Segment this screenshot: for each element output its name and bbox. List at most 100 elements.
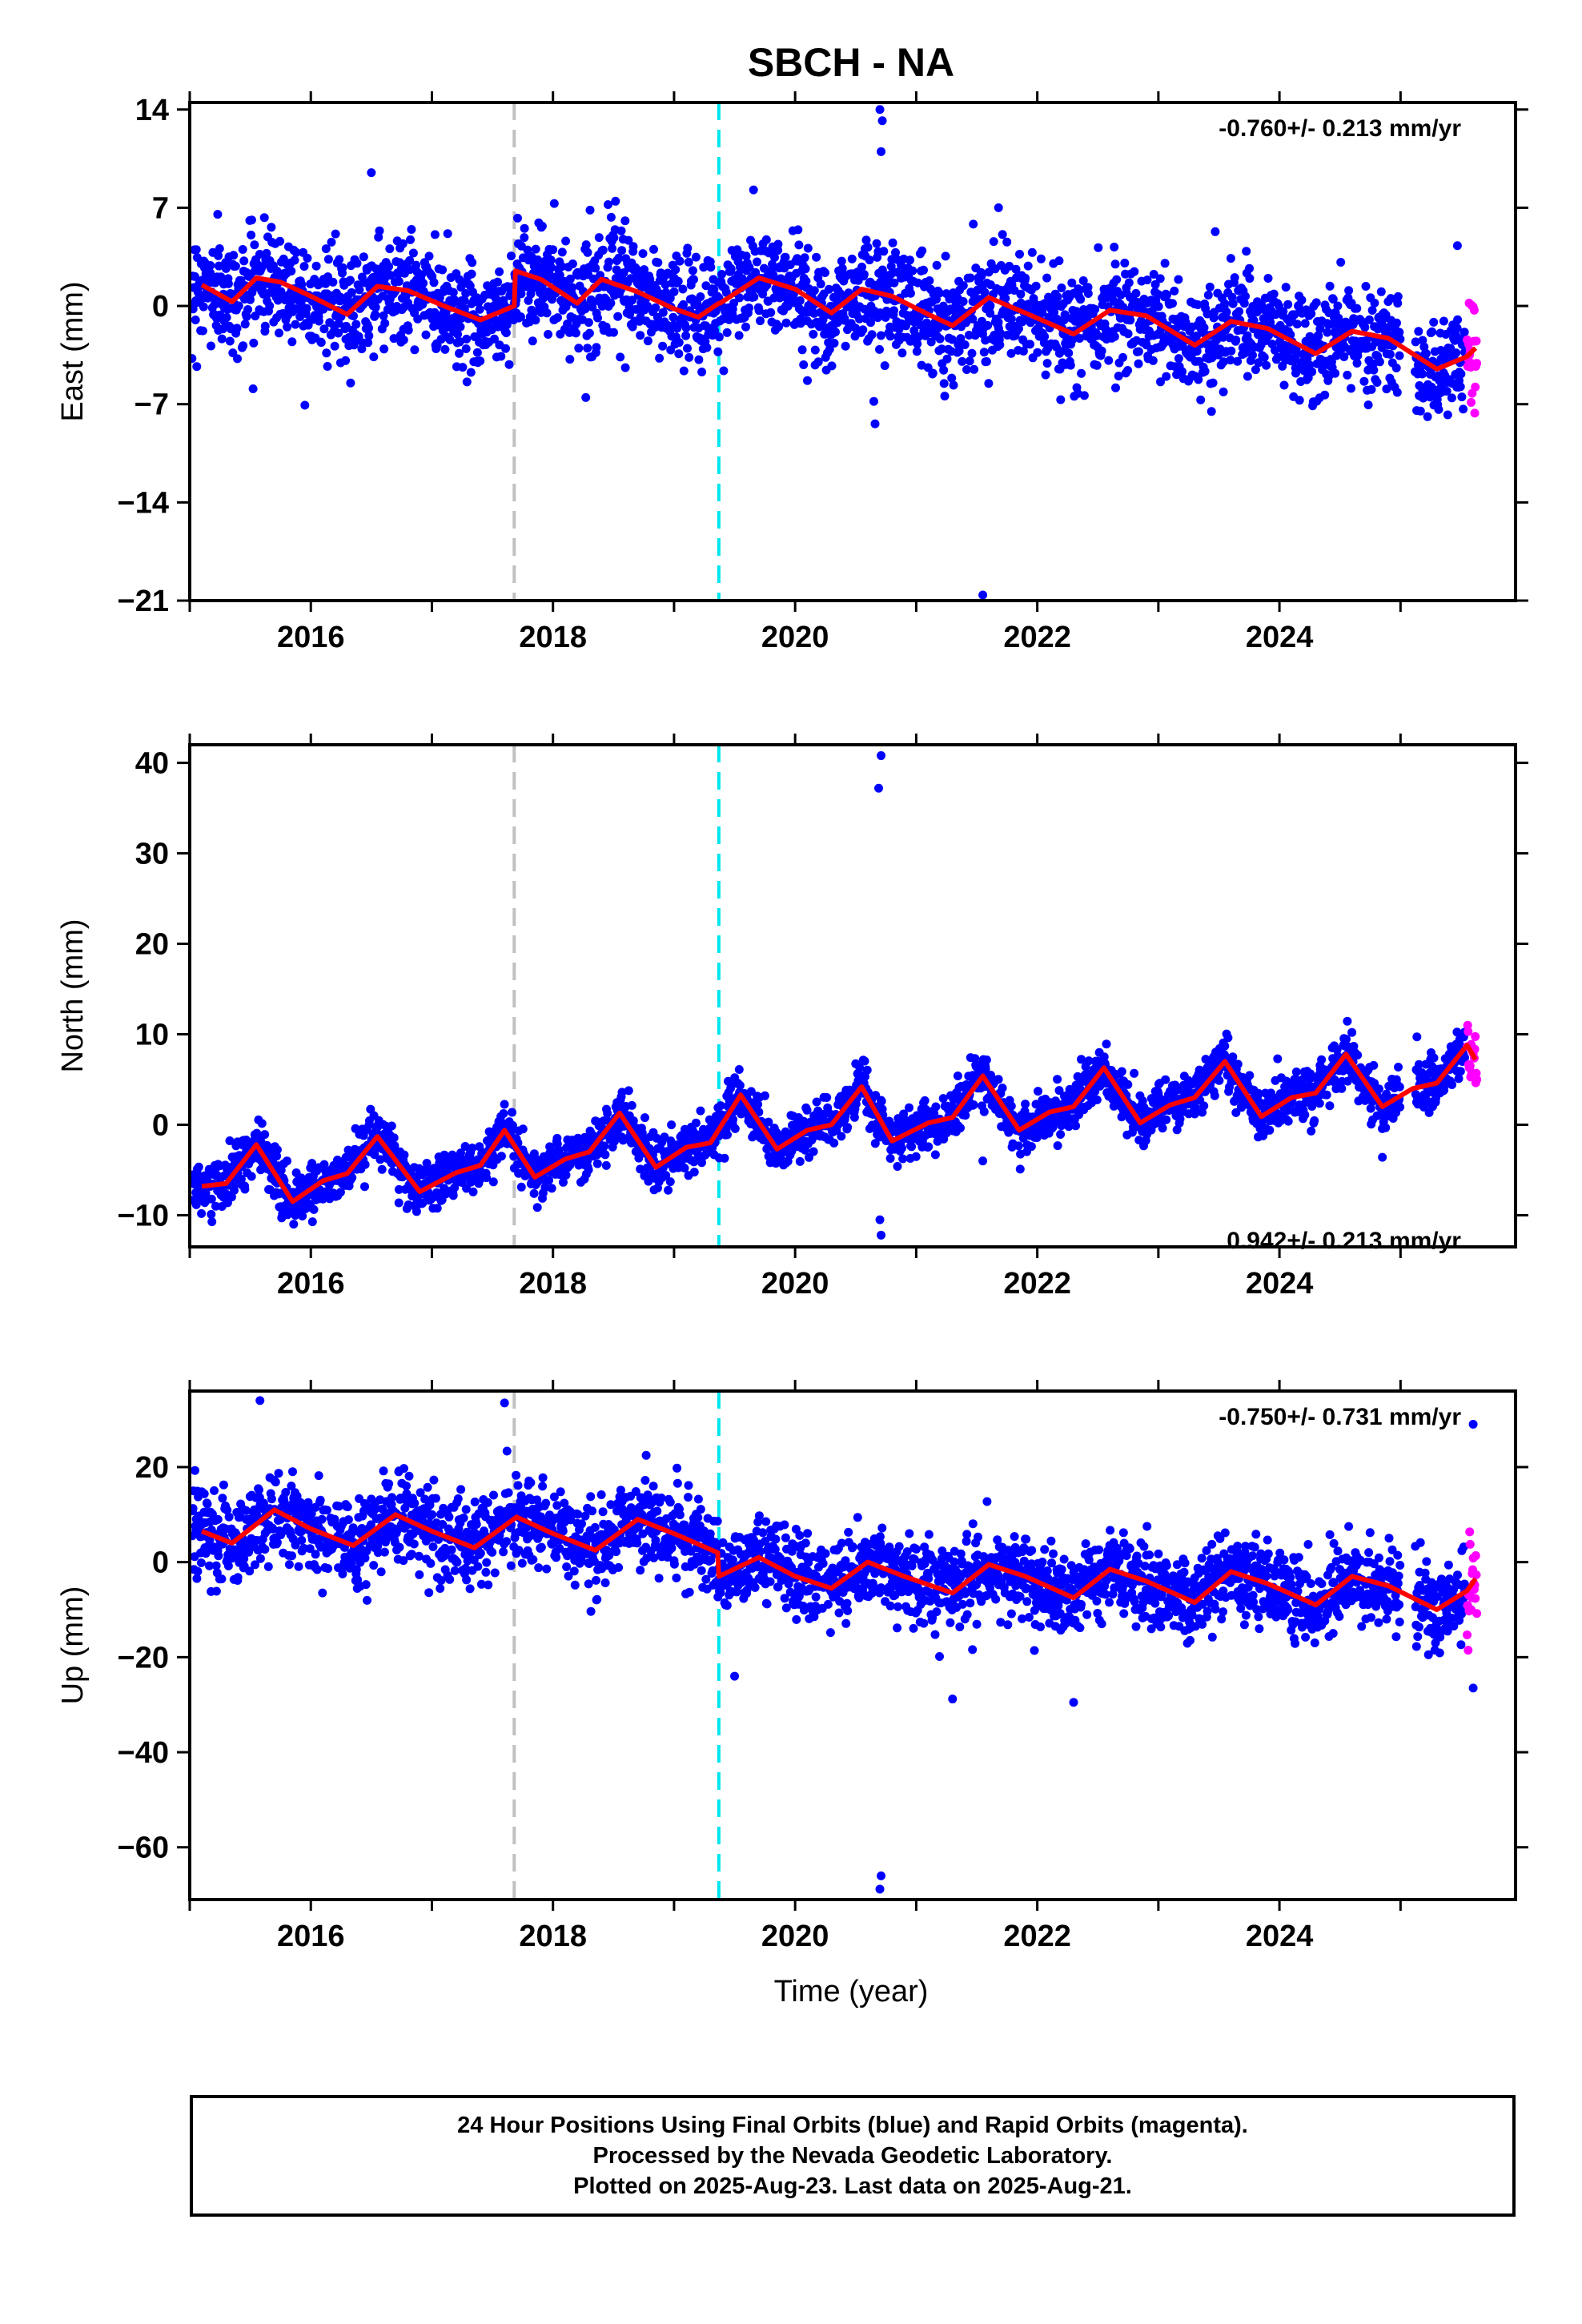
final-orbit-point — [462, 377, 472, 387]
y-tick-label: −7 — [135, 388, 169, 422]
final-orbit-point — [1292, 320, 1302, 329]
final-orbit-point — [1014, 324, 1023, 333]
final-orbit-point — [667, 1120, 677, 1130]
final-orbit-point — [240, 1184, 250, 1194]
final-orbit-point — [912, 347, 921, 356]
final-orbit-point — [501, 344, 510, 353]
final-orbit-point — [935, 334, 945, 344]
final-orbit-point — [1305, 360, 1315, 370]
rapid-orbit-point — [1471, 382, 1480, 392]
x-tick-label: 2024 — [1246, 621, 1314, 654]
final-orbit-point — [1339, 352, 1349, 361]
final-orbit-point — [1123, 329, 1133, 339]
final-orbit-point — [885, 332, 895, 341]
final-orbit-point — [344, 332, 354, 342]
final-orbit-point — [275, 328, 283, 338]
final-orbit-point — [210, 300, 219, 309]
final-orbit-point — [249, 338, 259, 348]
final-orbit-point — [412, 260, 421, 270]
final-orbit-point — [1078, 276, 1088, 285]
final-orbit-point — [760, 1091, 769, 1100]
final-orbit-point — [859, 270, 869, 279]
final-orbit-point — [941, 251, 950, 261]
final-orbit-point — [930, 1108, 939, 1118]
final-orbit-point — [1032, 1133, 1042, 1143]
final-orbit-point — [1083, 283, 1093, 292]
final-orbit-point — [614, 253, 624, 263]
final-orbit-point — [802, 1105, 812, 1115]
final-orbit-point — [889, 278, 899, 287]
final-orbit-point — [323, 255, 333, 264]
final-orbit-point — [761, 235, 771, 244]
final-orbit-point — [897, 1144, 906, 1153]
final-orbit-point — [716, 1101, 725, 1111]
final-orbit-point — [905, 288, 915, 298]
final-orbit-point — [679, 300, 688, 309]
final-orbit-point — [424, 251, 434, 261]
final-orbit-point — [620, 216, 630, 226]
final-orbit-point — [688, 266, 697, 275]
final-orbit-point — [561, 236, 571, 246]
final-orbit-point — [216, 272, 226, 282]
final-orbit-point — [1142, 275, 1152, 285]
final-orbit-point — [1395, 328, 1404, 337]
final-orbit-point — [696, 292, 705, 301]
final-orbit-point — [833, 318, 842, 328]
final-orbit-point — [468, 258, 477, 267]
final-orbit-point — [1231, 1108, 1241, 1117]
outlier-point — [877, 116, 887, 126]
final-orbit-point — [1118, 352, 1127, 362]
final-orbit-point — [472, 348, 482, 357]
final-orbit-point — [1331, 368, 1340, 378]
final-orbit-point — [1042, 273, 1052, 283]
final-orbit-point — [756, 316, 765, 326]
final-orbit-point — [730, 1124, 740, 1133]
final-orbit-point — [1199, 1101, 1209, 1111]
final-orbit-point — [1279, 307, 1288, 316]
final-orbit-point — [1295, 396, 1304, 405]
final-orbit-point — [1034, 1087, 1042, 1096]
final-orbit-point — [533, 1177, 543, 1187]
final-orbit-point — [865, 255, 874, 265]
final-orbit-point — [913, 278, 922, 287]
final-orbit-point — [935, 288, 944, 298]
final-orbit-point — [645, 275, 655, 284]
final-orbit-point — [870, 1139, 880, 1148]
final-orbit-point — [812, 252, 821, 262]
final-orbit-point — [568, 259, 577, 268]
final-orbit-point — [989, 237, 998, 247]
final-orbit-point — [889, 306, 898, 316]
final-orbit-point — [398, 239, 408, 248]
final-orbit-point — [734, 1065, 744, 1074]
final-orbit-point — [1314, 331, 1323, 340]
final-orbit-point — [857, 262, 866, 271]
final-orbit-point — [413, 314, 423, 324]
final-orbit-point — [793, 225, 803, 235]
final-orbit-point — [318, 1194, 327, 1204]
final-orbit-point — [445, 335, 455, 344]
final-orbit-point — [847, 254, 857, 263]
final-orbit-point — [1018, 1133, 1028, 1143]
final-orbit-point — [872, 239, 881, 248]
final-orbit-point — [1111, 383, 1120, 392]
final-orbit-point — [863, 243, 873, 252]
final-orbit-point — [979, 1107, 989, 1116]
final-orbit-point — [199, 302, 208, 312]
final-orbit-point — [1457, 392, 1467, 402]
final-orbit-point — [227, 1192, 236, 1202]
final-orbit-point — [961, 1111, 970, 1120]
final-orbit-point — [214, 251, 223, 260]
final-orbit-point — [225, 336, 235, 346]
final-orbit-point — [658, 341, 668, 351]
final-orbit-point — [1245, 263, 1254, 273]
final-orbit-point — [919, 265, 928, 275]
final-orbit-point — [956, 1124, 965, 1132]
final-orbit-point — [545, 271, 555, 280]
final-orbit-point — [1203, 309, 1212, 319]
final-orbit-point — [1120, 259, 1130, 267]
final-orbit-point — [764, 1117, 773, 1127]
final-orbit-point — [191, 271, 199, 281]
final-orbit-point — [568, 283, 577, 292]
final-orbit-point — [967, 348, 977, 358]
final-orbit-point — [879, 247, 889, 256]
